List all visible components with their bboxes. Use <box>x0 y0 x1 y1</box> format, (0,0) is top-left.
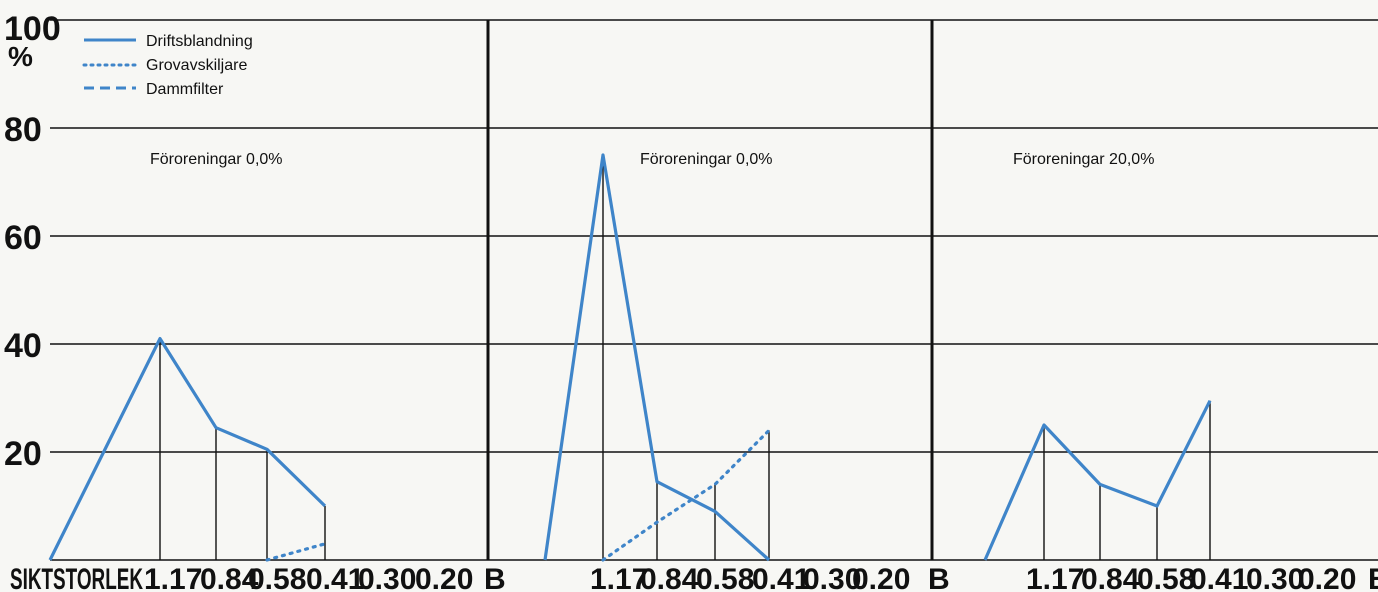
legend-label-driftsblandning: Driftsblandning <box>146 33 253 50</box>
y-tick-100: 100 <box>4 10 61 48</box>
x-tick-labels: 1.170.840.58 0.410.300.20 B 1.170.840.580.4… <box>144 563 1378 592</box>
panel-1-x-tick-B: B <box>484 563 506 592</box>
panel-1-x-tick-0.30: 0.30 <box>358 563 416 592</box>
panel-1-x-tick-1.17: 1.17 <box>144 563 202 592</box>
panel-3-x-tick-0.41: 0.41 <box>1190 563 1248 592</box>
panel-1-x-tick-0.20: 0.20 <box>415 563 473 592</box>
drop-lines <box>159 155 1211 560</box>
y-tick-20: 20 <box>4 435 42 473</box>
panel-2-x-tick-0.84: 0.84 <box>640 563 699 592</box>
legend-label-grovavskiljare: Grovavskiljare <box>146 57 247 74</box>
panel-2-annotation: Föroreningar 0,0% <box>640 151 773 168</box>
x-axis-title: SIKTSTORLEK <box>10 563 143 592</box>
panel-1-series-solid <box>48 337 327 561</box>
panel-3-x-tick-1.17: 1.17 <box>1026 563 1084 592</box>
panel-2-x-tick-0.20: 0.20 <box>852 563 910 592</box>
panel-3-x-tick-0.30: 0.30 <box>1246 563 1304 592</box>
y-tick-40: 40 <box>4 327 42 365</box>
panel-2-x-tick-0.30: 0.30 <box>803 563 861 592</box>
panel-2-x-tick-B: B <box>928 563 950 592</box>
y-axis: 100 % 80 60 40 20 <box>4 10 61 473</box>
panel-3-series-solid <box>983 399 1212 561</box>
y-tick-80: 80 <box>4 111 42 149</box>
panel-2-series-solid <box>543 153 771 562</box>
panel-2-x-tick-1.17: 1.17 <box>590 563 648 592</box>
panel-2-x-tick-0.41: 0.41 <box>752 563 810 592</box>
panel-2-x-tick-0.58: 0.58 <box>696 563 754 592</box>
panel-1-annotation: Föroreningar 0,0% <box>150 151 283 168</box>
panel-1-x-tick-0.41: 0.41 <box>306 563 364 592</box>
legend-label-dammfilter: Dammfilter <box>146 81 224 98</box>
y-tick-60: 60 <box>4 219 42 257</box>
panel-1-x-tick-0.84: 0.84 <box>200 563 259 592</box>
panel-2-series-dotted <box>601 428 771 562</box>
panel-1-x-tick-0.58: 0.58 <box>248 563 306 592</box>
panel-3-annotation: Föroreningar 20,0% <box>1013 151 1154 168</box>
panel-3-x-tick-B: B <box>1368 563 1378 592</box>
panel-3-x-tick-0.20: 0.20 <box>1298 563 1356 592</box>
panel-3-x-tick-0.58: 0.58 <box>1137 563 1195 592</box>
legend: Driftsblandning Grovavskiljare Dammfilte… <box>82 33 253 98</box>
y-unit-label: % <box>8 41 33 72</box>
panel-1-series-dotted <box>265 542 327 562</box>
series-lines <box>48 153 1212 562</box>
panel-3-x-tick-0.84: 0.84 <box>1081 563 1140 592</box>
